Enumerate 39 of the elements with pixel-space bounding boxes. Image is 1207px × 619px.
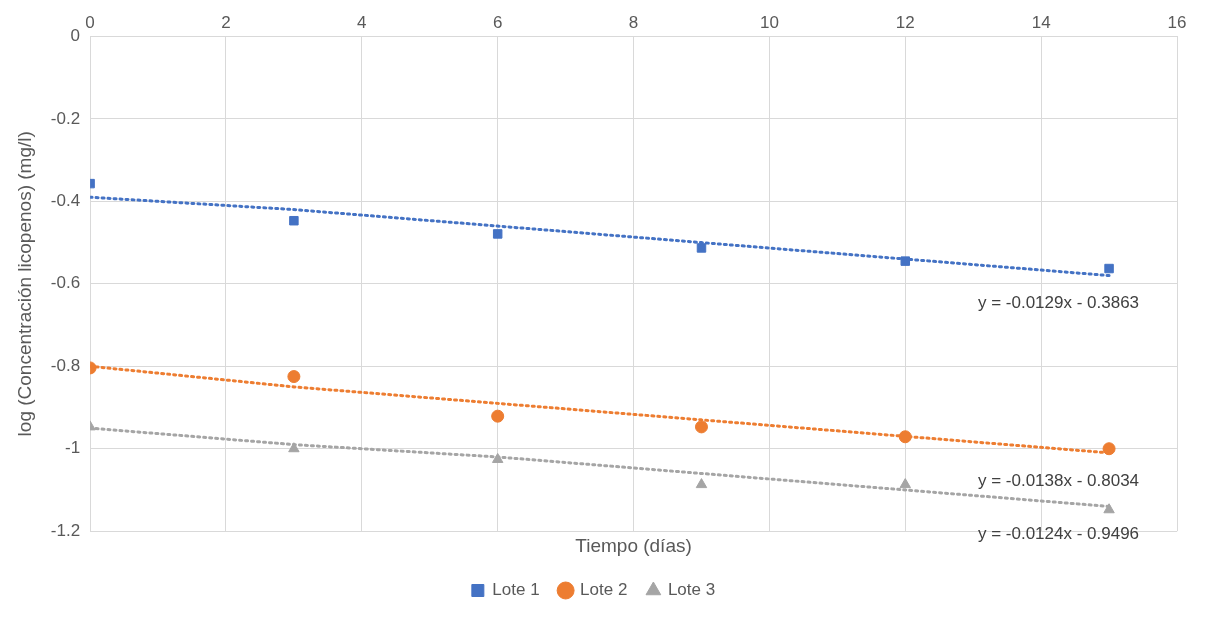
- x-tick-label: 0: [85, 12, 95, 32]
- point: [287, 370, 301, 384]
- point: [1103, 503, 1115, 514]
- point: [694, 420, 708, 434]
- x-tick-label: 12: [895, 12, 915, 32]
- annotation: y = -0.0129x - 0.3863: [977, 293, 1140, 313]
- y-tick-label: -0.4: [50, 191, 81, 211]
- point: [695, 478, 708, 489]
- x-tick-label: 6: [492, 12, 503, 32]
- point: [289, 215, 299, 226]
- annotation: y = -0.0124x - 0.9496: [977, 524, 1140, 544]
- y-tick-label: -0.2: [50, 108, 81, 128]
- y-axis-title: log (Concentración licopenos) (mg/l): [13, 131, 35, 437]
- x-tick-label: 16: [1167, 12, 1187, 32]
- point: [696, 243, 707, 253]
- point: [492, 229, 503, 239]
- x-tick-label: 10: [759, 12, 779, 32]
- point: [900, 256, 911, 266]
- x-tick-label: 4: [357, 12, 367, 32]
- point: [1104, 263, 1114, 274]
- point: [899, 478, 911, 489]
- x-tick-label: 8: [628, 12, 639, 32]
- y-tick-label: -0.8: [50, 355, 81, 375]
- y-tick-label: -1: [64, 438, 81, 458]
- annotation: y = -0.0138x - 0.8034: [977, 470, 1140, 490]
- legend-label: Lote 2: [580, 580, 628, 600]
- y-tick-label: -0.6: [50, 273, 81, 293]
- x-tick-label: 14: [1031, 12, 1051, 32]
- x-tick-label: 2: [221, 12, 231, 32]
- y-tick-label: -1.2: [50, 520, 81, 540]
- point: [491, 452, 504, 463]
- point: [491, 409, 505, 423]
- y-tick-label: 0: [70, 26, 81, 46]
- point: [288, 442, 300, 453]
- point: [1102, 442, 1116, 456]
- x-axis-title: Tiempo (días): [575, 534, 692, 556]
- point: [898, 430, 912, 444]
- legend-label: Lote 1: [492, 580, 540, 600]
- legend-label: Lote 3: [667, 580, 716, 600]
